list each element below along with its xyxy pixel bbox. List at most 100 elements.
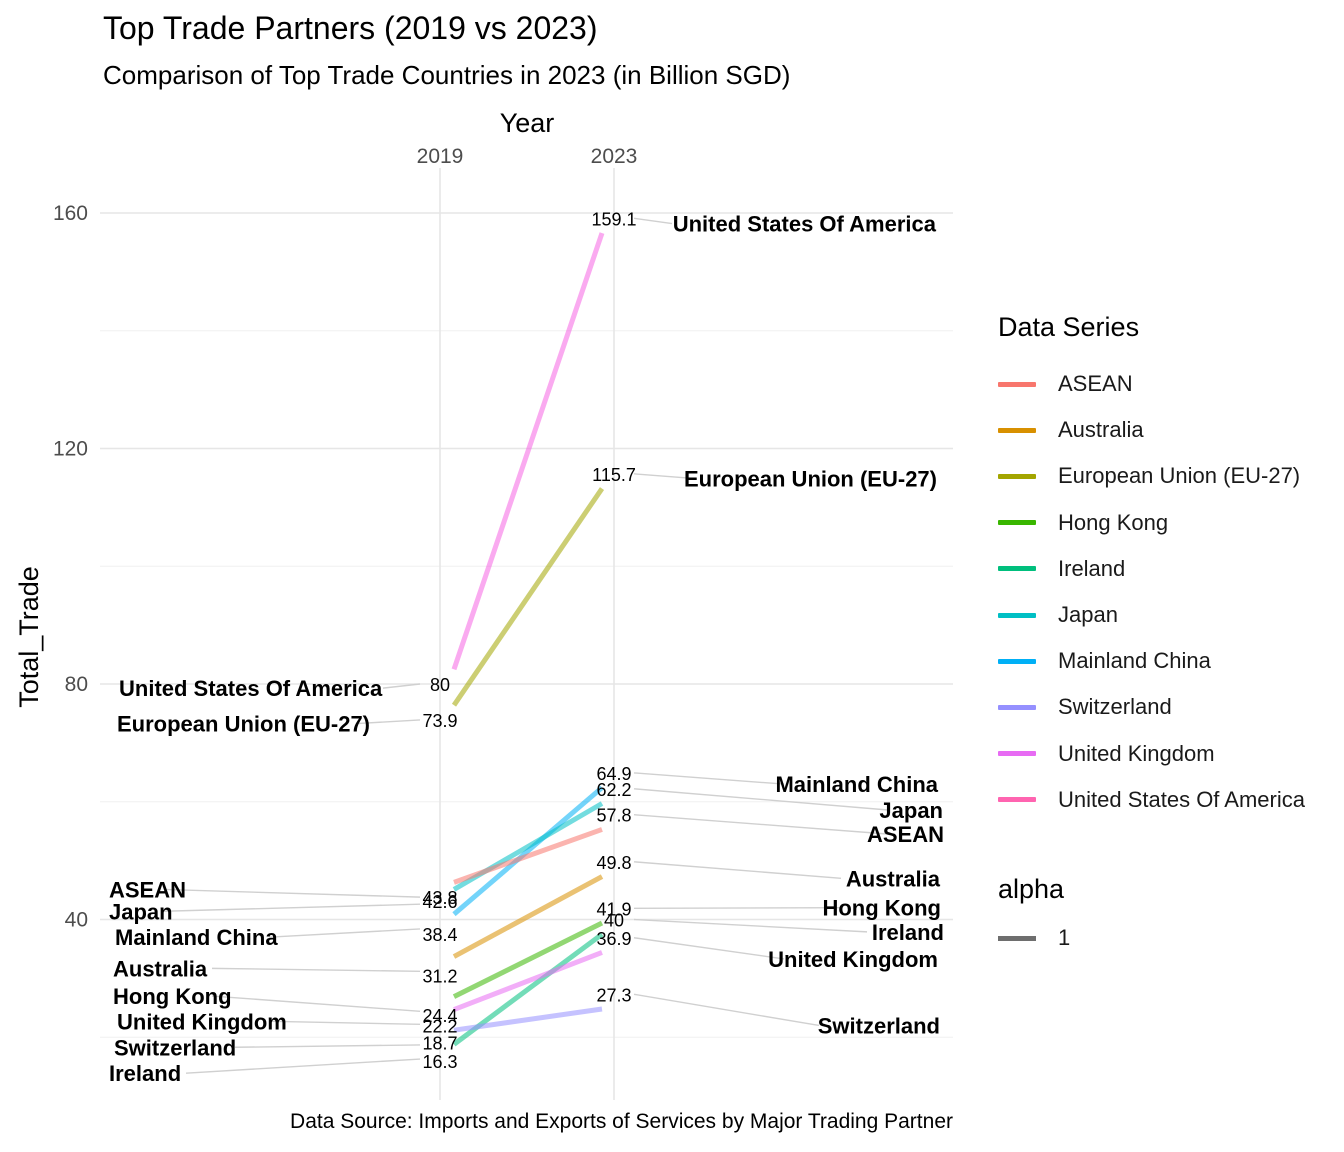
series-label-left: Japan bbox=[109, 899, 173, 924]
connector-left bbox=[270, 1020, 421, 1025]
value-label-2019: 80 bbox=[430, 675, 450, 695]
connector-left bbox=[163, 888, 421, 898]
legend-label: Ireland bbox=[1058, 555, 1126, 581]
axes: 40 80 120 160 2019 2023 Year Total_Trade bbox=[14, 108, 637, 932]
series-line bbox=[453, 950, 603, 1012]
value-label-2019: 22.2 bbox=[422, 1016, 457, 1036]
value-label-2023: 62.2 bbox=[596, 780, 631, 800]
value-label-2023: 64.9 bbox=[596, 764, 631, 784]
connector-right bbox=[633, 918, 868, 933]
y-axis-title: Total_Trade bbox=[14, 566, 44, 708]
legend-label: Hong Kong bbox=[1058, 509, 1169, 535]
legend-item: Japan bbox=[998, 592, 1305, 638]
legend-items: ASEAN Australia European Union (EU-27) Hong… bbox=[998, 361, 1305, 823]
legend-key bbox=[998, 797, 1036, 803]
value-label-2019: 38.4 bbox=[422, 925, 457, 945]
alpha-legend-item: 1 bbox=[998, 925, 1070, 951]
alpha-legend-label: 1 bbox=[1058, 925, 1071, 950]
series-label-left: Ireland bbox=[109, 1061, 181, 1086]
connector-right bbox=[633, 861, 842, 879]
legend-key bbox=[998, 658, 1036, 664]
series-label-left: Switzerland bbox=[114, 1035, 236, 1060]
value-label-2023: 41.9 bbox=[596, 899, 631, 919]
legend-key bbox=[998, 520, 1036, 526]
series-label-left: United States Of America bbox=[119, 676, 383, 701]
series-label-right: ASEAN bbox=[867, 822, 944, 847]
connector-right bbox=[633, 788, 889, 811]
value-label-2019: 42.6 bbox=[422, 892, 457, 912]
legend-label: Mainland China bbox=[1058, 648, 1211, 674]
series-label-left: European Union (EU-27) bbox=[117, 711, 370, 736]
legend-label: Switzerland bbox=[1058, 694, 1172, 720]
legend-key bbox=[998, 566, 1036, 572]
legend-key bbox=[998, 473, 1036, 479]
x-axis-title: Year bbox=[500, 108, 555, 138]
legend-key bbox=[998, 381, 1036, 387]
connector-left bbox=[211, 967, 421, 973]
legend-item: Ireland bbox=[998, 546, 1305, 592]
value-label-2023: 49.8 bbox=[596, 853, 631, 873]
connector-left bbox=[358, 719, 421, 725]
value-label-2019: 24.4 bbox=[422, 1006, 457, 1026]
legend-key bbox=[998, 612, 1036, 618]
connector-right bbox=[633, 772, 785, 785]
series-label-right: Australia bbox=[846, 866, 941, 891]
legend-label: ASEAN bbox=[1058, 371, 1133, 397]
x-tick-label: 2019 bbox=[417, 145, 464, 168]
legend-key bbox=[998, 427, 1036, 433]
data-labels: 80 159.1 United States Of America United St… bbox=[109, 209, 944, 1086]
legend-label: European Union (EU-27) bbox=[1058, 463, 1301, 489]
chart-subtitle: Comparison of Top Trade Countries in 202… bbox=[103, 60, 791, 90]
connector-right bbox=[633, 217, 673, 225]
series-line bbox=[452, 785, 604, 917]
legend-label: United Kingdom bbox=[1058, 740, 1215, 766]
x-tick-label: 2023 bbox=[591, 145, 638, 168]
alpha-legend-title: alpha bbox=[998, 874, 1065, 904]
legend-item: United Kingdom bbox=[998, 731, 1305, 777]
value-label-2019: 31.2 bbox=[422, 966, 457, 986]
series-label-right: United States Of America bbox=[673, 212, 937, 237]
connector-right bbox=[633, 937, 785, 960]
connector-right bbox=[633, 993, 820, 1027]
value-label-2019: 73.9 bbox=[422, 711, 457, 731]
value-label-2023: 27.3 bbox=[596, 985, 631, 1005]
series-label-left: Australia bbox=[113, 956, 208, 981]
connector-left bbox=[382, 683, 421, 689]
legend-item: Hong Kong bbox=[998, 500, 1305, 546]
label-connectors bbox=[163, 217, 890, 1074]
value-label-2023: 40 bbox=[604, 911, 624, 931]
legend-item: European Union (EU-27) bbox=[998, 453, 1305, 499]
connector-left bbox=[163, 903, 421, 912]
value-label-2023: 159.1 bbox=[591, 209, 636, 229]
value-label-2019: 43.8 bbox=[422, 888, 457, 908]
chart-title: Top Trade Partners (2019 vs 2023) bbox=[103, 10, 598, 46]
series-line bbox=[451, 487, 605, 707]
value-label-2023: 115.7 bbox=[592, 465, 636, 485]
series-lines bbox=[451, 232, 605, 1047]
legend-item: Mainland China bbox=[998, 638, 1305, 684]
series-line bbox=[452, 874, 604, 959]
legend-label: Japan bbox=[1058, 602, 1118, 628]
y-tick-label: 80 bbox=[65, 673, 88, 696]
series-label-right: Mainland China bbox=[775, 772, 938, 797]
series-label-right: Japan bbox=[879, 798, 943, 823]
series-label-left: Hong Kong bbox=[113, 984, 232, 1009]
legend-title: Data Series bbox=[998, 312, 1140, 342]
legend-key bbox=[998, 751, 1036, 757]
connector-left bbox=[185, 1058, 421, 1074]
legend-label: United States Of America bbox=[1058, 786, 1305, 812]
series-legend: Data Series ASEAN Australia European Union… bbox=[998, 312, 1305, 823]
connector-left bbox=[234, 1044, 421, 1048]
series-label-left: ASEAN bbox=[109, 877, 186, 902]
alpha-legend: alpha 1 bbox=[998, 874, 1070, 951]
legend-key bbox=[998, 704, 1036, 710]
connector-right bbox=[633, 907, 843, 910]
series-label-right: Hong Kong bbox=[822, 896, 941, 921]
value-label-2023: 36.9 bbox=[596, 929, 631, 949]
value-label-2023: 57.8 bbox=[596, 806, 631, 826]
series-label-right: United Kingdom bbox=[768, 947, 938, 972]
legend-item: Switzerland bbox=[998, 684, 1305, 730]
alpha-legend-key bbox=[998, 935, 1036, 941]
y-tick-label: 40 bbox=[65, 909, 88, 932]
